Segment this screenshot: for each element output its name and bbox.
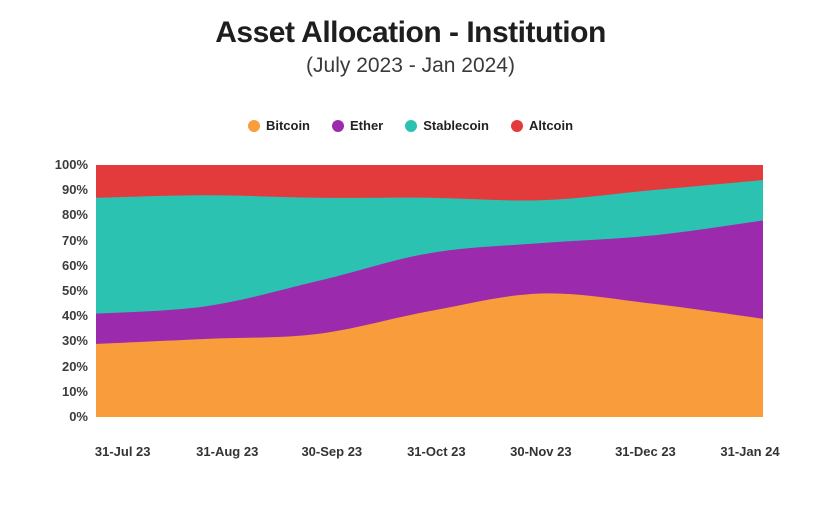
y-axis-tick: 30%	[61, 333, 88, 349]
legend-label: Stablecoin	[423, 118, 489, 133]
x-axis-label: 31-Jul 23	[94, 444, 151, 459]
legend-label: Altcoin	[528, 118, 574, 133]
legend-label: Bitcoin	[265, 118, 310, 133]
legend-item-stablecoin: Stablecoin	[405, 118, 489, 133]
y-axis-tick: 80%	[61, 207, 88, 223]
y-axis-tick: 50%	[61, 283, 88, 298]
y-axis-tick: 90%	[61, 182, 88, 198]
y-axis-tick: 70%	[61, 232, 88, 248]
chart-subtitle: (July 2023 - Jan 2024)	[306, 54, 515, 77]
legend-dot-bitcoin	[247, 119, 260, 132]
legend-dot-ether	[332, 119, 344, 132]
plot-area	[96, 165, 763, 417]
y-axis-tick: 100%	[54, 157, 88, 172]
x-axis-label: 31-Aug 23	[196, 444, 259, 459]
legend-dot-stablecoin	[405, 119, 418, 132]
y-axis-tick: 0%	[69, 409, 88, 424]
legend: Bitcoin Ether Stablecoin Altcoin	[0, 118, 821, 133]
x-axis-label: 31-Dec 23	[615, 444, 676, 459]
y-axis-tick: 40%	[61, 308, 88, 324]
y-axis-tick: 10%	[61, 383, 88, 399]
area-bitcoin	[96, 293, 763, 417]
x-axis-label: 31-Oct 23	[407, 444, 466, 459]
x-axis-label: 31-Jan 24	[720, 444, 780, 459]
y-axis-tick: 20%	[61, 358, 88, 374]
legend-item-ether: Ether	[332, 118, 383, 133]
x-axis-label: 30-Sep 23	[301, 444, 363, 459]
x-axis-label: 30-Nov 23	[510, 444, 572, 459]
legend-item-altcoin: Altcoin	[510, 118, 574, 133]
legend-label: Ether	[350, 118, 384, 133]
y-axis-tick: 60%	[61, 257, 88, 273]
stacked-area-plot	[96, 165, 763, 417]
legend-dot-altcoin	[510, 119, 523, 132]
legend-item-bitcoin: Bitcoin	[247, 118, 310, 133]
chart-title: Asset Allocation - Institution	[215, 16, 606, 49]
